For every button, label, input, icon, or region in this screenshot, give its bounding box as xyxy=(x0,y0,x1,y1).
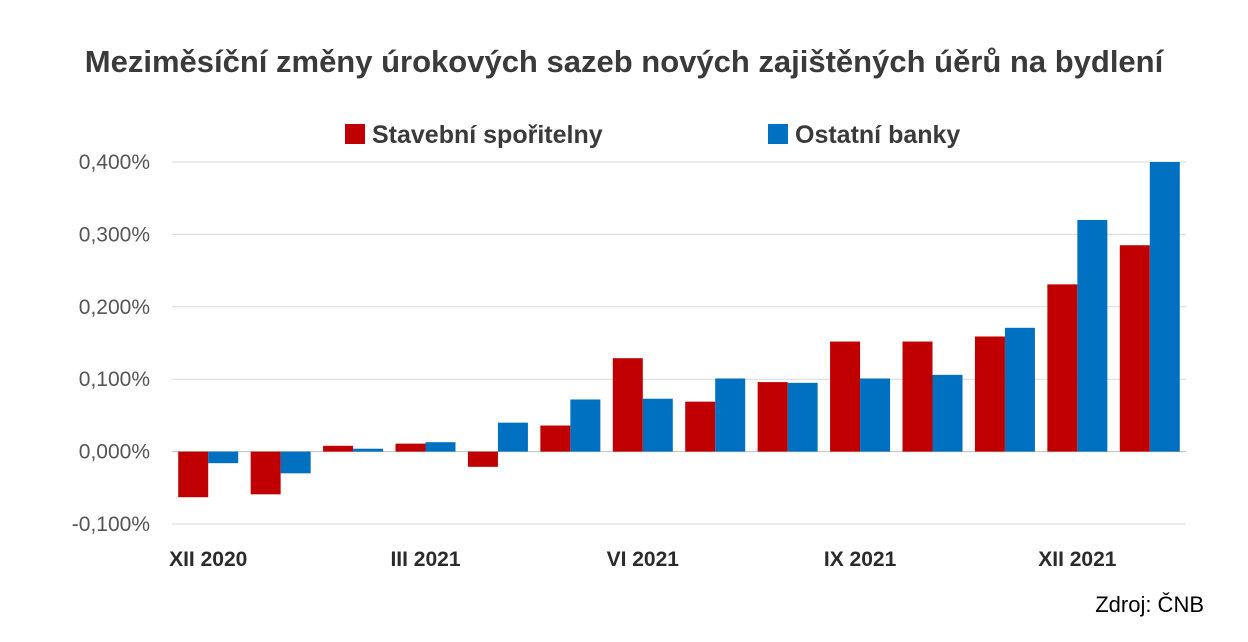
bar-stavebni-sporitelny: I 2022: 0.285 xyxy=(1119,245,1150,452)
bar-stavebni-sporitelny: III 2021: 0.011 xyxy=(395,443,426,452)
x-tick-label: VI 2021 xyxy=(607,548,680,571)
source-note: Zdroj: ČNB xyxy=(1095,592,1204,617)
bar-ostatni-banky: IX 2021: 0.101 xyxy=(860,378,891,452)
bar-ostatni-banky: XII 2021: 0.32 xyxy=(1077,219,1108,452)
y-axis-ticks: -0,100% 0,000% 0,100% 0,200% 0,300% 0,400% xyxy=(72,151,150,536)
bar-ostatni-banky: X 2021: 0.106 xyxy=(932,374,963,452)
bar-ostatni-banky: II 2021: 0.004 xyxy=(353,448,384,452)
y-tick-label: -0,100% xyxy=(72,513,150,536)
chart-title: Meziměsíční změny úrokových sazeb nových… xyxy=(84,44,1164,79)
bar-stavebni-sporitelny: XI 2021: 0.159 xyxy=(974,336,1005,452)
x-tick-label: XII 2021 xyxy=(1038,548,1117,571)
bar-stavebni-sporitelny: XII 2021: 0.231 xyxy=(1047,284,1078,452)
legend-label: Stavební spořitelny xyxy=(372,121,603,149)
bar-stavebni-sporitelny: IX 2021: 0.152 xyxy=(830,341,861,452)
bars: XII 2020: -0.063XII 2020: -0.016 I 2021: … xyxy=(178,162,1180,498)
x-tick-label: III 2021 xyxy=(390,548,460,571)
bar-stavebni-sporitelny: I 2021: -0.059 xyxy=(250,451,281,495)
legend: Stavební spořitelny Ostatní banky xyxy=(345,121,960,149)
bar-ostatni-banky: IV 2021: 0.04 xyxy=(497,422,528,452)
y-tick-label: 0,000% xyxy=(79,441,150,464)
bar-ostatni-banky: I 2022: 0.4 xyxy=(1149,162,1180,452)
bar-stavebni-sporitelny: VIII 2021: 0.096 xyxy=(757,382,788,452)
bar-stavebni-sporitelny: VII 2021: 0.069 xyxy=(685,401,716,452)
legend-label: Ostatní banky xyxy=(795,121,960,149)
bar-stavebni-sporitelny: VI 2021: 0.129 xyxy=(612,358,643,452)
bar-ostatni-banky: XII 2020: -0.016 xyxy=(208,451,239,464)
bar-stavebni-sporitelny: II 2021: 0.008 xyxy=(323,445,354,452)
legend-swatch xyxy=(345,124,365,144)
bar-stavebni-sporitelny: IV 2021: -0.021 xyxy=(467,451,498,467)
x-tick-label: XII 2020 xyxy=(169,548,247,571)
bar-stavebni-sporitelny: V 2021: 0.036 xyxy=(540,425,571,452)
x-tick-label: IX 2021 xyxy=(824,548,897,571)
bar-ostatni-banky: III 2021: 0.013 xyxy=(425,442,456,452)
bar-ostatni-banky: I 2021: -0.03 xyxy=(280,451,311,474)
legend-swatch xyxy=(768,124,788,144)
bar-ostatni-banky: VIII 2021: 0.095 xyxy=(787,382,818,452)
y-tick-label: 0,400% xyxy=(79,151,150,174)
y-tick-label: 0,100% xyxy=(79,368,150,391)
bar-ostatni-banky: V 2021: 0.072 xyxy=(570,399,601,452)
x-axis-ticks: XII 2020 III 2021 VI 2021 IX 2021 XII 2021 xyxy=(169,548,1117,571)
y-tick-label: 0,200% xyxy=(79,296,150,319)
y-tick-label: 0,300% xyxy=(79,223,150,246)
bar-ostatni-banky: VI 2021: 0.073 xyxy=(642,398,673,452)
bar-ostatni-banky: VII 2021: 0.101 xyxy=(715,378,746,452)
bar-stavebni-sporitelny: XII 2020: -0.063 xyxy=(178,451,209,498)
bar-ostatni-banky: XI 2021: 0.171 xyxy=(1004,327,1035,452)
bar-stavebni-sporitelny: X 2021: 0.152 xyxy=(902,341,933,452)
